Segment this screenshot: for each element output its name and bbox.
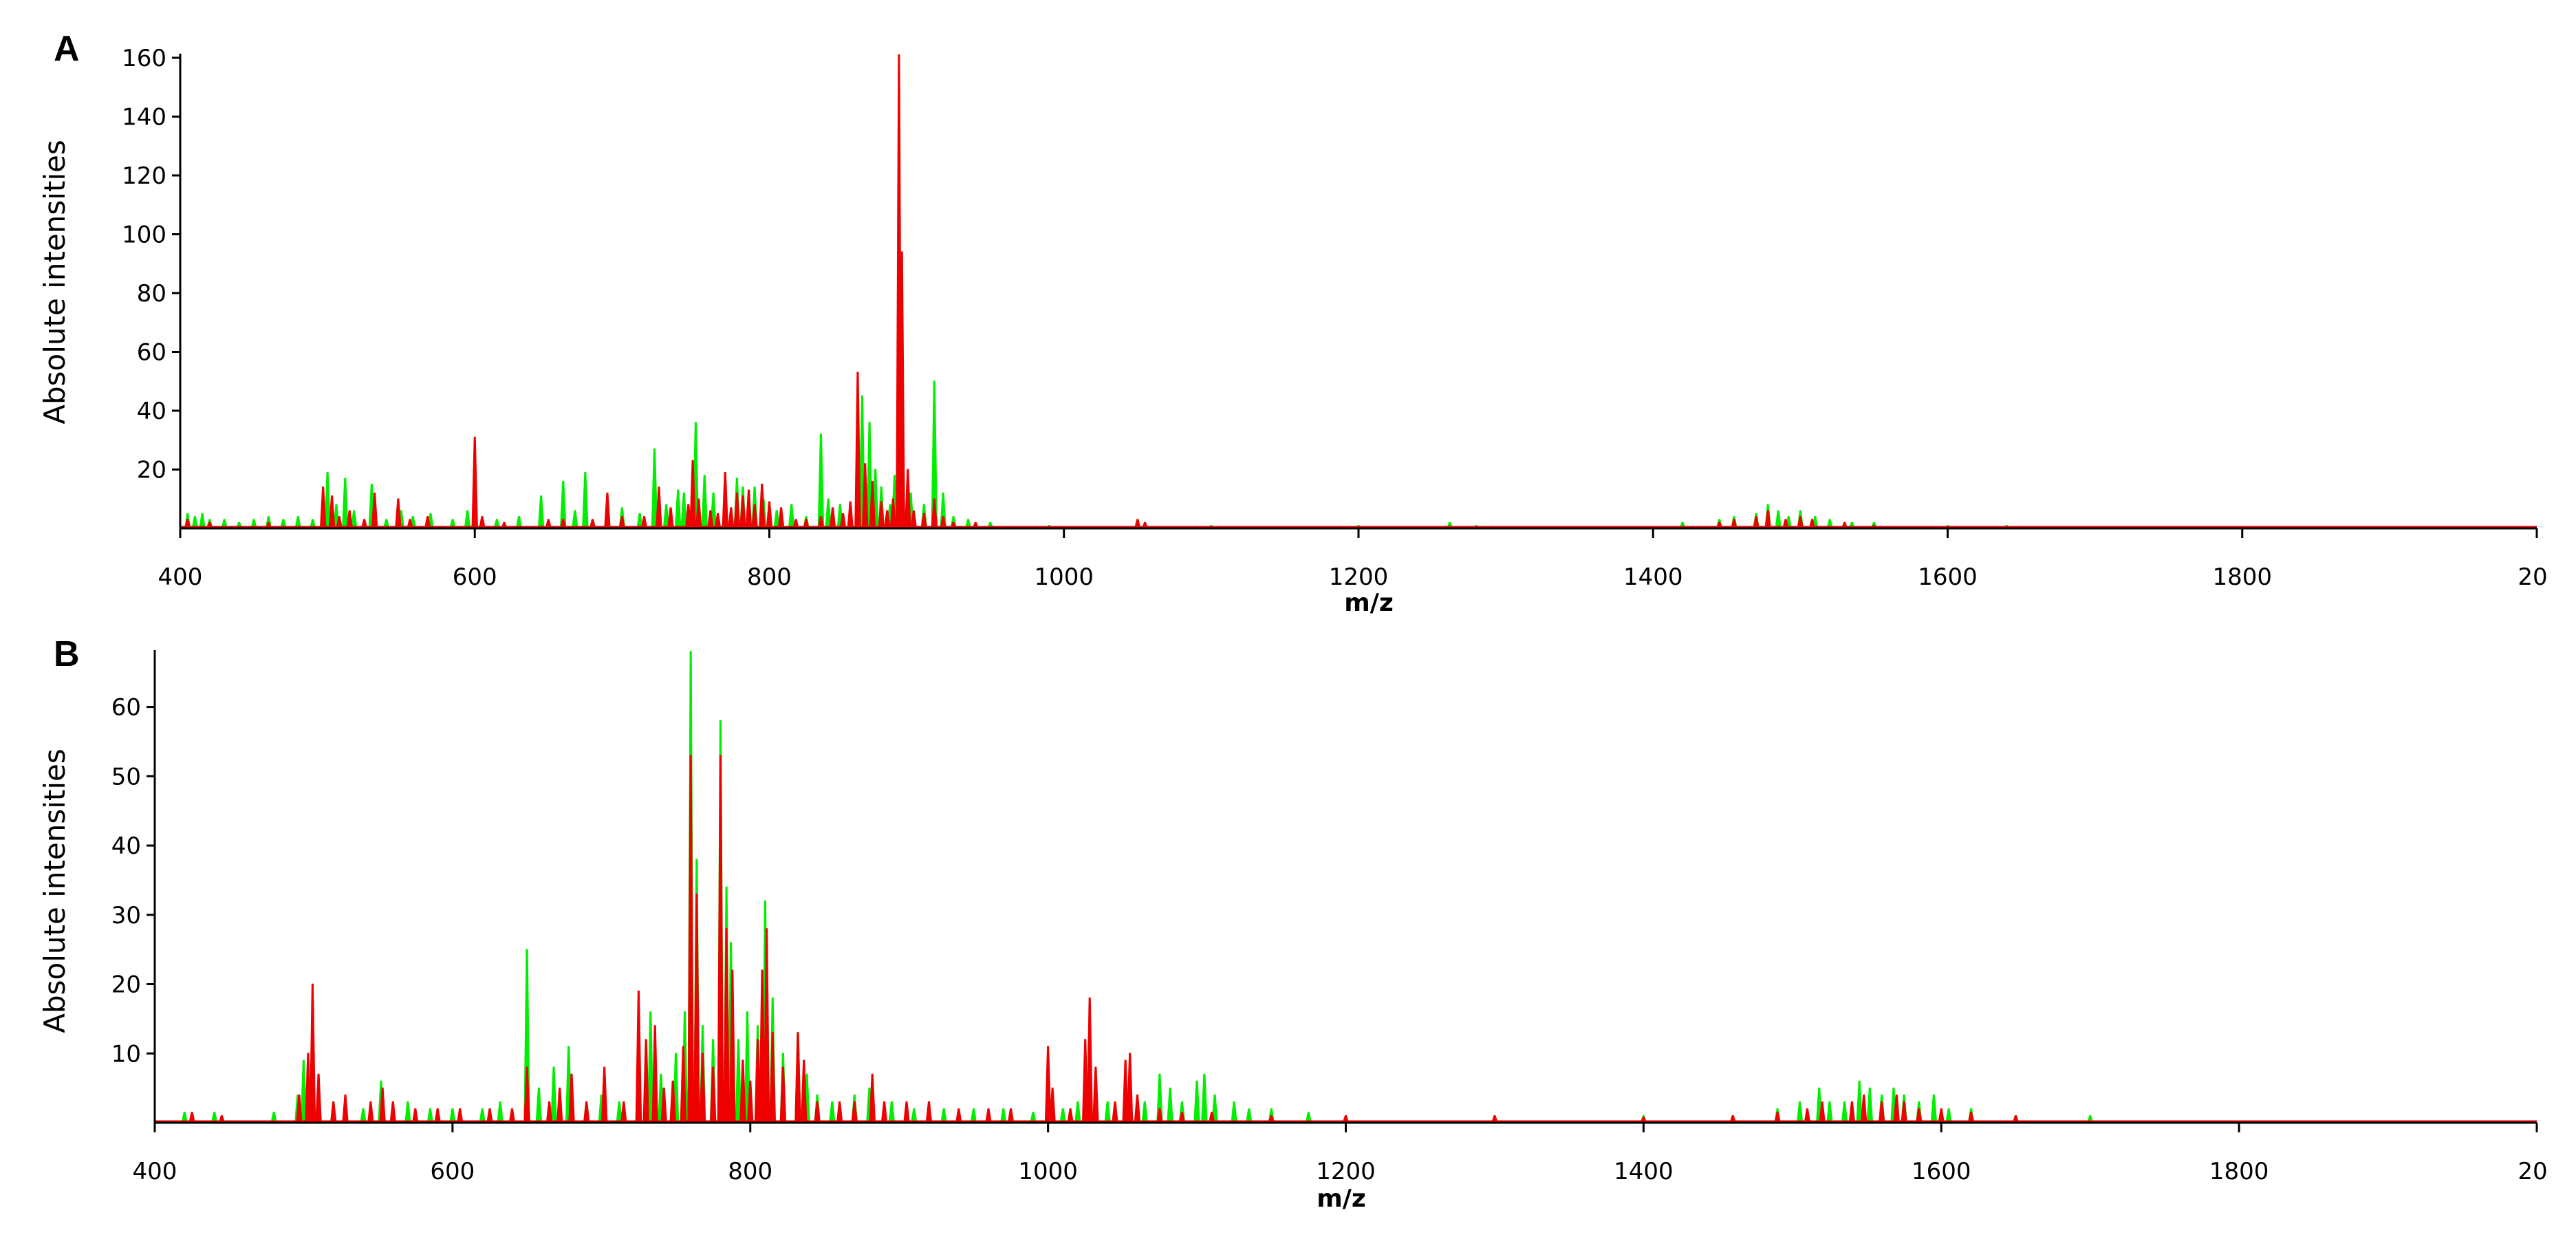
panel-a-xlabel: m/z bbox=[1344, 589, 1394, 617]
panel-a-y-tick-label: 60 bbox=[137, 339, 166, 367]
panel-b-y-tick-label: 20 bbox=[111, 971, 141, 999]
panel-b-x-tick-label: 1600 bbox=[1912, 1158, 1971, 1185]
panel-a-y-tick-label: 20 bbox=[137, 457, 166, 484]
panel-a: A Absolute intensities m/z 400 600 800 1000… bbox=[38, 29, 2548, 617]
panel-b-x-tick-label: 1800 bbox=[2209, 1158, 2269, 1185]
panel-a-y-tick-label: 140 bbox=[122, 104, 166, 131]
panel-a-x-tick-label: 1800 bbox=[2212, 563, 2272, 591]
panel-b-x-tick-label: 800 bbox=[728, 1158, 772, 1185]
panel-a-x-tick-label: 800 bbox=[747, 563, 792, 591]
panel-b-plot-area: 400 600 800 1000 1200 1400 1600 1800 20 10 20 30 40 5… bbox=[111, 650, 2548, 1185]
panel-a-y-tick-label: 100 bbox=[122, 222, 166, 249]
panel-a-y-tick-label: 120 bbox=[122, 162, 166, 190]
panel-b-y-tick-label: 10 bbox=[111, 1040, 141, 1068]
panel-a-x-tick-label: 1400 bbox=[1623, 563, 1683, 591]
panel-b-x-tick-label: 1000 bbox=[1018, 1158, 1078, 1185]
panel-a-y-tick-label: 160 bbox=[122, 45, 166, 72]
panel-b-y-tick-label: 60 bbox=[111, 694, 141, 722]
panel-a-plot-area: 400 600 800 1000 1200 1400 1600 1800 20 20 40 60 80 1… bbox=[122, 45, 2548, 591]
panel-b-x-tick-label: 400 bbox=[133, 1158, 177, 1185]
panel-b-label: B bbox=[54, 634, 80, 674]
panel-a-label: A bbox=[54, 29, 80, 69]
panel-b-x-tick-label: 600 bbox=[430, 1158, 475, 1185]
panel-a-x-tick-label: 600 bbox=[453, 563, 497, 591]
panel-a-y-tick-label: 40 bbox=[137, 398, 166, 425]
panel-a-ylabel: Absolute intensities bbox=[38, 140, 72, 424]
panel-b-x-tick-label: 1400 bbox=[1614, 1158, 1674, 1185]
panel-a-x-tick-label: 400 bbox=[158, 563, 203, 591]
panel-b-y-tick-label: 50 bbox=[111, 763, 141, 790]
panel-b-x-tick-label: 1200 bbox=[1316, 1158, 1376, 1185]
panel-b: B Absolute intensities m/z 400 600 800 1000… bbox=[38, 634, 2548, 1213]
panel-b-y-tick-label: 40 bbox=[111, 832, 141, 860]
panel-a-x-tick-label: 1600 bbox=[1918, 563, 1978, 591]
panel-b-y-tick-label: 30 bbox=[111, 902, 141, 929]
panel-b-xlabel: m/z bbox=[1317, 1185, 1366, 1213]
panel-b-ylabel: Absolute intensities bbox=[38, 748, 72, 1033]
panel-b-x-tick-label: 20 bbox=[2518, 1158, 2547, 1185]
panel-a-x-tick-label: 20 bbox=[2518, 563, 2547, 591]
panel-a-x-tick-label: 1200 bbox=[1329, 563, 1389, 591]
panel-a-x-tick-label: 1000 bbox=[1034, 563, 1094, 591]
panel-a-y-tick-label: 80 bbox=[137, 280, 166, 308]
